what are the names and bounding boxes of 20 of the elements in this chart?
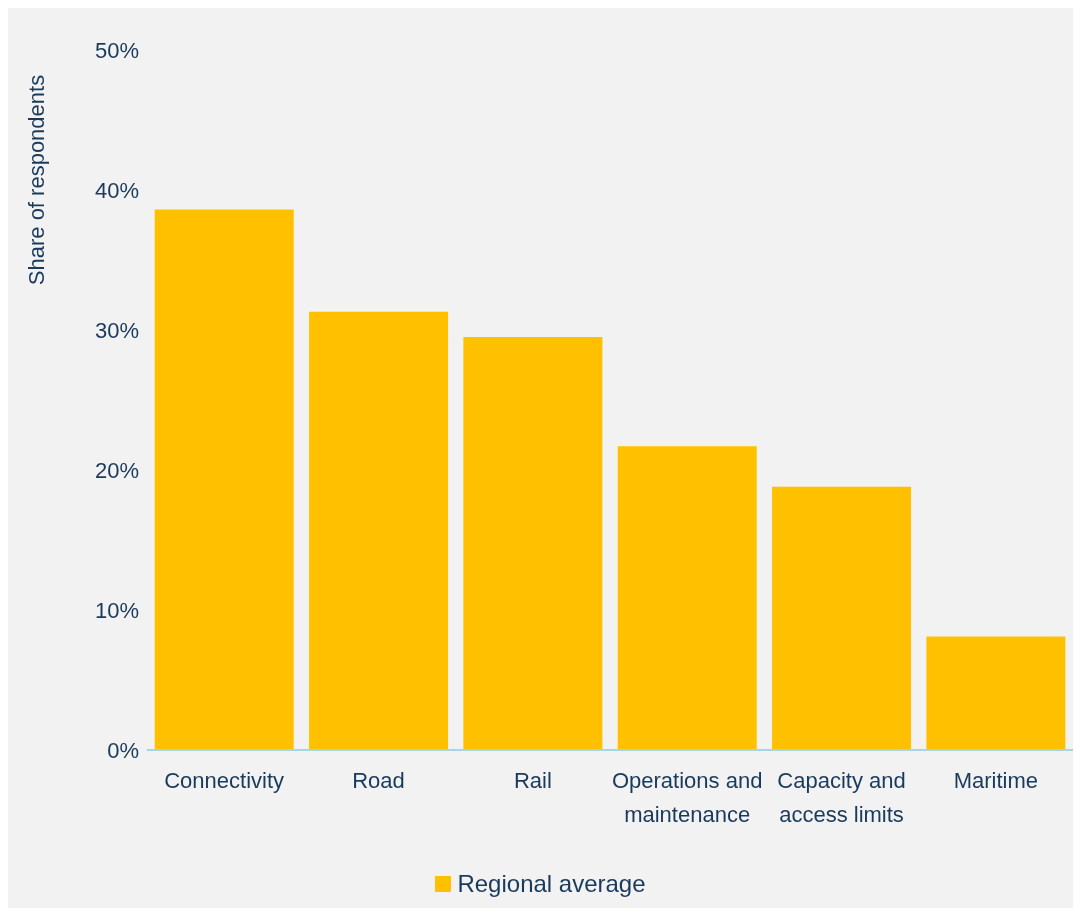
y-tick-label: 0% bbox=[107, 737, 139, 763]
y-axis-title: Share of respondents bbox=[23, 74, 49, 286]
y-tick-label: 50% bbox=[94, 37, 139, 63]
bar bbox=[617, 446, 757, 750]
x-tick-label: Operations and maintenance bbox=[611, 767, 763, 827]
y-tick-label: 10% bbox=[94, 597, 139, 623]
bar bbox=[926, 636, 1066, 750]
legend-label: Regional average bbox=[456, 870, 646, 898]
x-tick-label: Rail bbox=[513, 767, 552, 793]
bar bbox=[772, 486, 912, 750]
x-tick-label: Connectivity bbox=[164, 767, 285, 793]
bar bbox=[154, 209, 294, 750]
x-tick-label: Maritime bbox=[953, 767, 1039, 793]
y-tick-label: 20% bbox=[94, 457, 139, 483]
y-tick-label: 30% bbox=[94, 317, 139, 343]
x-tick-label: Capacity and access limits bbox=[777, 767, 906, 827]
x-tick-label: Road bbox=[352, 767, 405, 793]
bar bbox=[463, 337, 603, 750]
bar bbox=[309, 311, 449, 750]
y-tick-label: 40% bbox=[94, 177, 139, 203]
